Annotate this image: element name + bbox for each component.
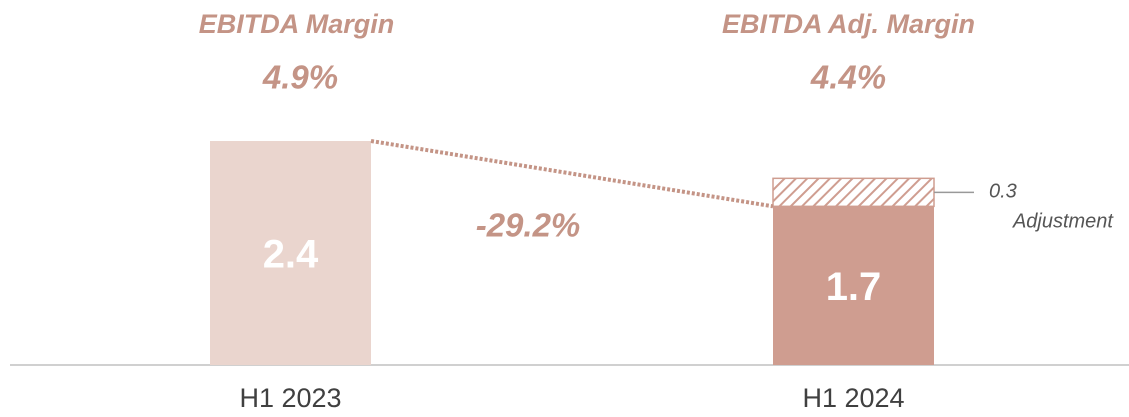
change-label: -29.2% xyxy=(476,207,581,244)
x-tick-label: H1 2024 xyxy=(802,383,904,413)
margin-value: 4.9% xyxy=(262,59,338,96)
margin-value: 4.4% xyxy=(810,59,886,96)
value-label: 1.7 xyxy=(826,265,882,309)
margin-title: EBITDA Adj. Margin xyxy=(722,9,975,39)
x-tick-label: H1 2023 xyxy=(239,383,341,413)
value-label: 2.4 xyxy=(263,233,319,277)
bar xyxy=(773,206,934,365)
adjustment-bar xyxy=(772,177,935,208)
trend-line xyxy=(370,139,774,209)
margin-title: EBITDA Margin xyxy=(199,9,395,39)
adjustment-value: 0.3 xyxy=(989,181,1017,203)
bar xyxy=(210,141,371,365)
adjustment-name: Adjustment xyxy=(1012,211,1114,233)
